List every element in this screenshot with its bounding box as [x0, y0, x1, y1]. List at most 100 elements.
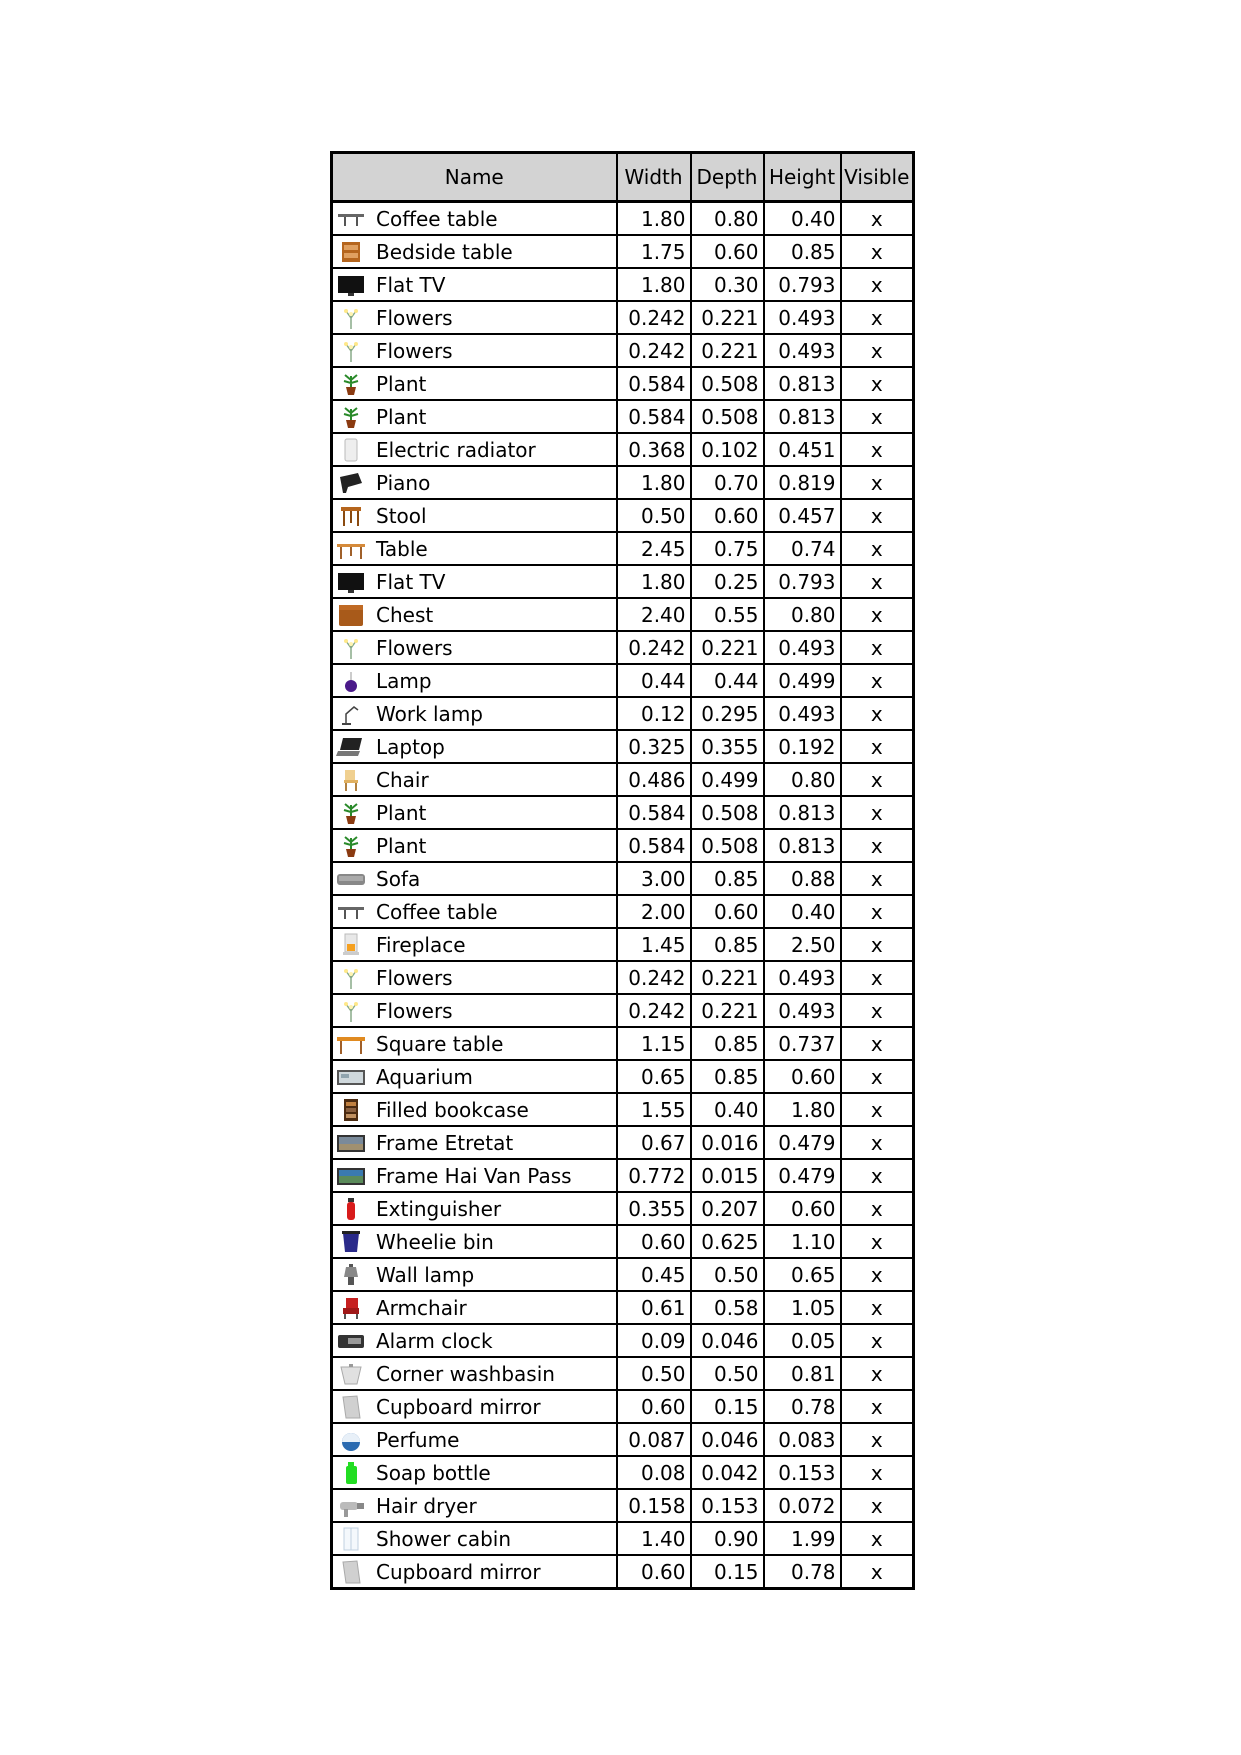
cell-depth: 0.221	[689, 333, 765, 368]
cell-name: Flat TV	[330, 267, 618, 302]
table-row: Sofa 3.00 0.85 0.88 x	[330, 861, 915, 896]
table-row: Plant 0.584 0.508 0.813 x	[330, 828, 915, 863]
furniture-name: Flat TV	[376, 569, 446, 594]
cell-depth: 0.30	[689, 267, 765, 302]
cell-width: 0.242	[615, 960, 692, 995]
cell-name: Cupboard mirror	[330, 1554, 618, 1590]
furniture-name: Plant	[376, 833, 427, 858]
cell-height: 0.80	[762, 762, 842, 797]
cell-height: 0.493	[762, 960, 842, 995]
cell-height: 0.78	[762, 1389, 842, 1424]
cell-width: 0.242	[615, 300, 692, 335]
furniture-name: Wall lamp	[376, 1262, 475, 1287]
furniture-name: Wheelie bin	[376, 1229, 494, 1254]
furniture-name: Chair	[376, 767, 429, 792]
cell-width: 0.60	[615, 1389, 692, 1424]
cell-name: Shower cabin	[330, 1521, 618, 1556]
frame-hai-van-pass-icon	[336, 1164, 366, 1188]
furniture-name: Work lamp	[376, 701, 483, 726]
furniture-name: Flowers	[376, 965, 453, 990]
cell-depth: 0.221	[689, 960, 765, 995]
cell-width: 0.242	[615, 333, 692, 368]
furniture-name: Frame Etretat	[376, 1130, 514, 1155]
extinguisher-icon	[336, 1197, 366, 1221]
table-row: Wall lamp 0.45 0.50 0.65 x	[330, 1257, 915, 1292]
furniture-name: Lamp	[376, 668, 432, 693]
table-row: Shower cabin 1.40 0.90 1.99 x	[330, 1521, 915, 1556]
cell-visible: x	[839, 234, 915, 269]
cell-name: Armchair	[330, 1290, 618, 1325]
cell-visible: x	[839, 1455, 915, 1490]
table-row: Square table 1.15 0.85 0.737 x	[330, 1026, 915, 1061]
cell-depth: 0.25	[689, 564, 765, 599]
cell-visible: x	[839, 1191, 915, 1226]
piano-icon	[336, 471, 366, 495]
square-table-icon	[336, 1032, 366, 1056]
aquarium-icon	[336, 1065, 366, 1089]
cell-name: Plant	[330, 828, 618, 863]
table-row: Filled bookcase 1.55 0.40 1.80 x	[330, 1092, 915, 1127]
table-row: Work lamp 0.12 0.295 0.493 x	[330, 696, 915, 731]
cell-width: 0.325	[615, 729, 692, 764]
cell-height: 1.99	[762, 1521, 842, 1556]
cell-height: 0.40	[762, 894, 842, 929]
cell-visible: x	[839, 597, 915, 632]
cell-name: Bedside table	[330, 234, 618, 269]
cell-name: Flowers	[330, 993, 618, 1028]
cell-visible: x	[839, 498, 915, 533]
furniture-name: Flowers	[376, 338, 453, 363]
cell-depth: 0.508	[689, 366, 765, 401]
cell-width: 0.45	[615, 1257, 692, 1292]
cell-visible: x	[839, 1257, 915, 1292]
furniture-name: Flowers	[376, 635, 453, 660]
cell-visible: x	[839, 267, 915, 302]
perfume-icon	[336, 1428, 366, 1452]
laptop-icon	[336, 735, 366, 759]
furniture-name: Aquarium	[376, 1064, 473, 1089]
cell-visible: x	[839, 1422, 915, 1457]
cell-height: 1.10	[762, 1224, 842, 1259]
cell-height: 0.819	[762, 465, 842, 500]
chair-icon	[336, 768, 366, 792]
cell-depth: 0.016	[689, 1125, 765, 1160]
cell-visible: x	[839, 531, 915, 566]
cell-width: 0.12	[615, 696, 692, 731]
cell-height: 0.81	[762, 1356, 842, 1391]
cell-depth: 0.15	[689, 1389, 765, 1424]
cell-name: Flowers	[330, 630, 618, 665]
furniture-name: Plant	[376, 800, 427, 825]
cell-width: 1.80	[615, 564, 692, 599]
table-row: Cupboard mirror 0.60 0.15 0.78 x	[330, 1554, 915, 1590]
cell-width: 0.087	[615, 1422, 692, 1457]
cell-name: Aquarium	[330, 1059, 618, 1094]
table-row: Plant 0.584 0.508 0.813 x	[330, 399, 915, 434]
cell-height: 0.74	[762, 531, 842, 566]
bedside-table-icon	[336, 240, 366, 264]
cell-name: Square table	[330, 1026, 618, 1061]
cell-depth: 0.50	[689, 1257, 765, 1292]
cell-visible: x	[839, 1125, 915, 1160]
cell-width: 2.45	[615, 531, 692, 566]
cell-width: 1.75	[615, 234, 692, 269]
cell-depth: 0.60	[689, 498, 765, 533]
flowers-icon	[336, 339, 366, 363]
table-row: Lamp 0.44 0.44 0.499 x	[330, 663, 915, 698]
cell-height: 1.80	[762, 1092, 842, 1127]
cell-name: Flat TV	[330, 564, 618, 599]
cell-name: Lamp	[330, 663, 618, 698]
chest-icon	[336, 603, 366, 627]
furniture-name: Flowers	[376, 998, 453, 1023]
header-visible: Visible	[839, 151, 915, 203]
cell-depth: 0.15	[689, 1554, 765, 1590]
table-row: Wheelie bin 0.60 0.625 1.10 x	[330, 1224, 915, 1259]
cell-name: Frame Etretat	[330, 1125, 618, 1160]
cell-depth: 0.221	[689, 300, 765, 335]
cell-width: 0.50	[615, 498, 692, 533]
cell-depth: 0.44	[689, 663, 765, 698]
cell-name: Perfume	[330, 1422, 618, 1457]
table-row: Flowers 0.242 0.221 0.493 x	[330, 333, 915, 368]
cell-visible: x	[839, 333, 915, 368]
table-row: Flowers 0.242 0.221 0.493 x	[330, 993, 915, 1028]
work-lamp-icon	[336, 702, 366, 726]
